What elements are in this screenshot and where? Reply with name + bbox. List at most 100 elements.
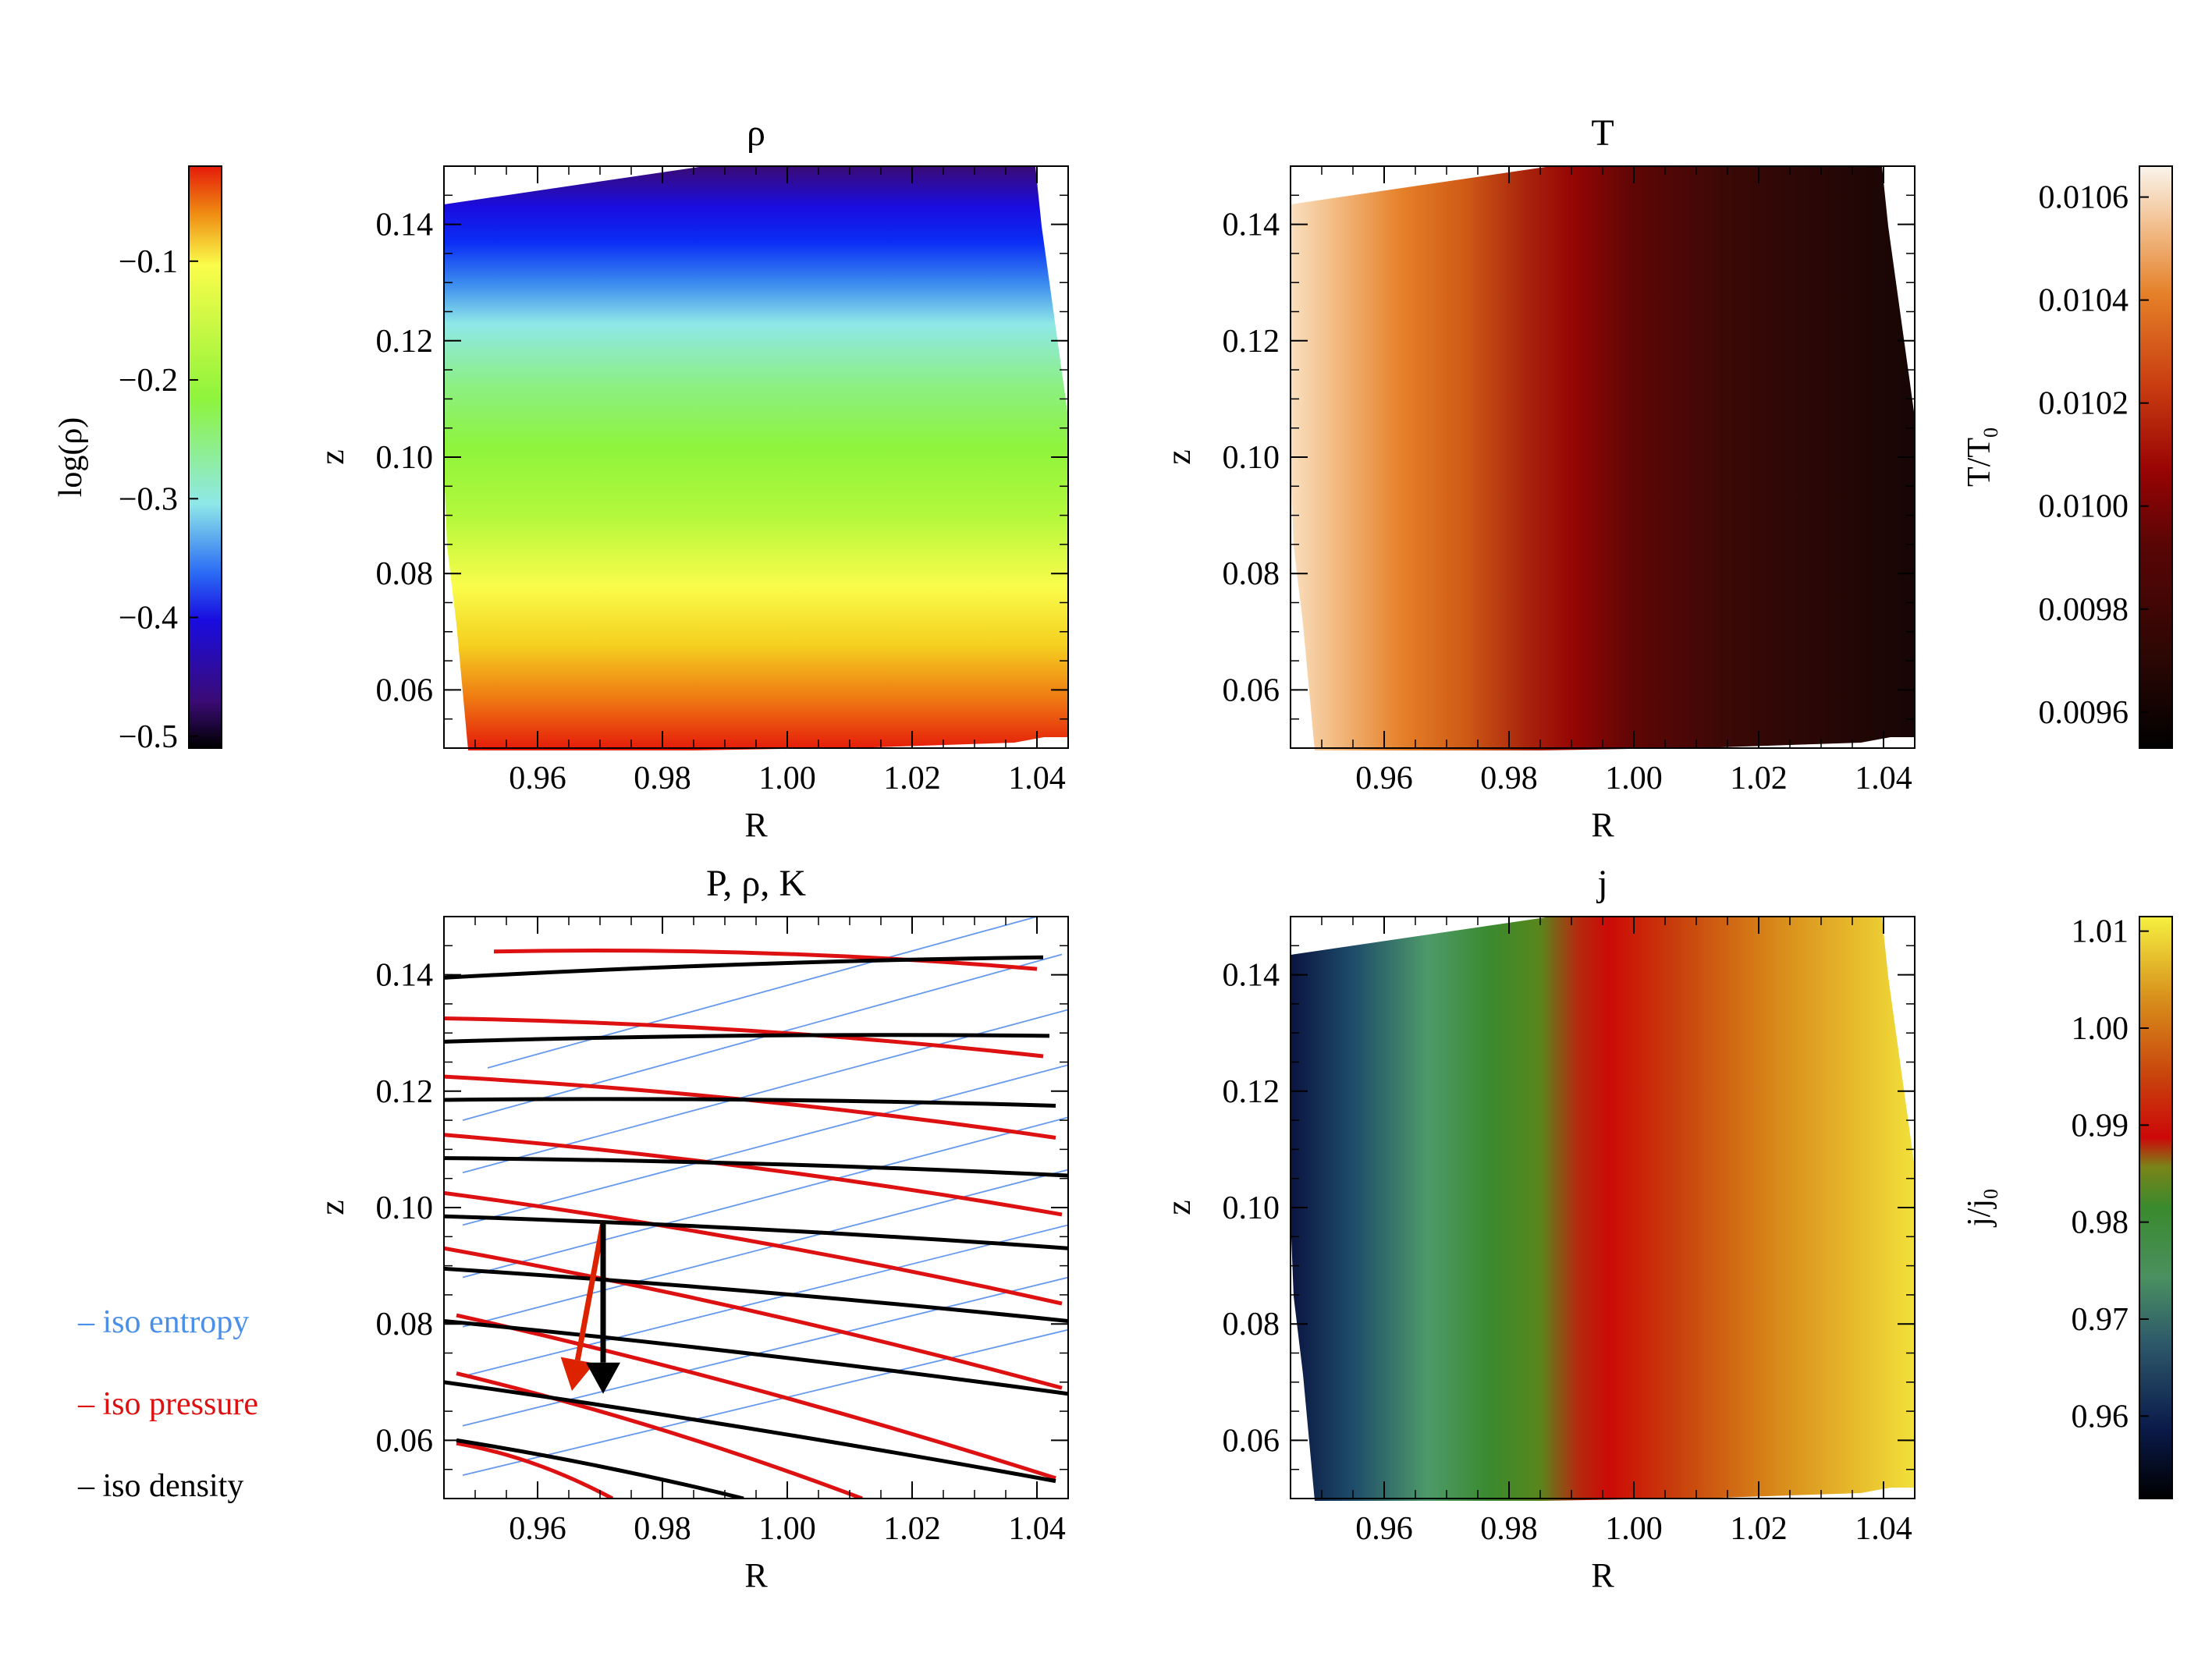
x-tick-label: 0.96 (509, 761, 566, 796)
x-tick-label: 1.04 (1855, 1511, 1912, 1547)
x-tick-label: 1.00 (758, 1511, 816, 1547)
density-gradient-arrow-head (586, 1362, 620, 1394)
iso-entropy-line (462, 1224, 1068, 1378)
iso-density-line (444, 1156, 1068, 1178)
x-tick-label: 1.04 (1855, 761, 1912, 796)
colorbar-tick-label: 0.0100 (2039, 489, 2129, 525)
x-tick-label: 0.98 (634, 1511, 691, 1547)
x-tick-label: 1.00 (1605, 761, 1663, 796)
T-heatmap (1291, 166, 1915, 750)
y-tick-label: 0.14 (376, 958, 434, 994)
y-tick-label: 0.06 (376, 672, 434, 708)
panel-contours: 0.96 0.98 1.00 1.02 1.04 0.06 0.08 0.10 0.12 0.14… (313, 863, 1069, 1594)
panel-title: ρ (747, 112, 765, 154)
x-tick-label: 0.98 (1480, 761, 1538, 796)
y-tick-label: 0.14 (1223, 208, 1280, 243)
panel-j: 0.96 0.98 1.00 1.02 1.04 0.06 0.08 0.10 0.12 0.14… (1159, 863, 1916, 1594)
colorbar-tick-label: −0.4 (119, 601, 178, 637)
iso-pressure-line (444, 1246, 1063, 1390)
legend-entry-iso-density: – iso density (77, 1468, 243, 1504)
axes: 0.96 0.98 1.00 1.02 1.04 0.06 0.08 0.10 0.12 0.14 (1223, 916, 1916, 1547)
panel-title: j (1596, 863, 1607, 904)
x-axis-label: R (744, 1556, 768, 1594)
panel-title: T (1591, 112, 1614, 154)
x-tick-label: 1.00 (1605, 1511, 1663, 1547)
y-axis-label: z (1159, 1200, 1198, 1215)
iso-entropy-line (462, 1116, 1068, 1279)
axes: 0.96 0.98 1.00 1.02 1.04 0.06 0.08 0.10 0.12 0.14 (376, 916, 1069, 1547)
iso-pressure-line (456, 1371, 863, 1499)
iso-density-line (444, 1318, 1068, 1396)
x-tick-label: 0.96 (1355, 761, 1413, 796)
x-tick-label: 1.04 (1008, 1511, 1066, 1547)
colorbar-tick-label: 0.99 (2072, 1108, 2129, 1144)
y-tick-label: 0.12 (376, 1074, 434, 1110)
y-tick-label: 0.10 (1223, 440, 1280, 476)
iso-density-line (444, 1214, 1068, 1250)
x-axis-label: R (744, 806, 768, 844)
x-tick-label: 0.98 (1480, 1511, 1538, 1547)
colorbar-tick-label: 0.0096 (2039, 695, 2129, 731)
iso-density-line (444, 955, 1044, 980)
axes: 0.96 0.98 1.00 1.02 1.04 0.06 0.08 0.10 0.12 0.14 (1223, 165, 1916, 796)
colorbar-tick-label: −0.3 (119, 481, 178, 517)
y-tick-label: 0.14 (376, 208, 434, 243)
iso-pressure-line (493, 948, 1038, 971)
iso-pressure-line (456, 1313, 1056, 1481)
y-tick-label: 0.12 (1223, 1074, 1280, 1110)
y-tick-label: 0.10 (376, 1190, 434, 1226)
colorbar-tick-label: 0.98 (2072, 1205, 2129, 1241)
pressure-gradient-arrow-shaft (574, 1222, 606, 1361)
iso-entropy-line (487, 917, 1038, 1069)
legend: – iso entropy – iso pressure – iso densi… (77, 1304, 258, 1504)
colorbar-label: j/j0 (1962, 1189, 2002, 1228)
colorbar-label: T/T0 (1962, 427, 2002, 487)
iso-pressure-line (444, 1190, 1063, 1306)
pressure-gradient-arrow-head (560, 1357, 595, 1391)
x-axis-label: R (1591, 1556, 1614, 1594)
legend-entry-iso-pressure: – iso pressure (77, 1386, 258, 1422)
colorbar-tick-label: 0.0098 (2039, 592, 2129, 628)
y-tick-label: 0.08 (376, 556, 434, 592)
panel-title: P, ρ, K (706, 863, 806, 904)
axes: 0.96 0.98 1.00 1.02 1.04 0.06 0.08 0.10 0.12 0.14 (376, 165, 1069, 796)
colorbar-tick-label: 0.0106 (2039, 180, 2129, 216)
colorbar-ticks: 1.01 1.00 0.99 0.98 0.97 0.96 (2072, 914, 2149, 1435)
iso-density-line (444, 1097, 1056, 1108)
contour-lines (444, 917, 1068, 1499)
x-tick-label: 1.02 (883, 1511, 941, 1547)
colorbar-tick-label: 0.0102 (2039, 386, 2129, 422)
y-tick-label: 0.08 (1223, 556, 1280, 592)
colorbar-tick-label: −0.1 (119, 244, 178, 280)
colorbar-tick-label: 0.96 (2072, 1399, 2129, 1435)
y-tick-label: 0.08 (1223, 1307, 1280, 1343)
y-tick-label: 0.10 (376, 440, 434, 476)
iso-pressure-line (444, 1133, 1063, 1217)
colorbar-ticks: 0.0106 0.0104 0.0102 0.0100 0.0098 0.0096 (2039, 180, 2149, 731)
iso-entropy-line (462, 1328, 1068, 1477)
iso-density-line (456, 1438, 744, 1499)
x-tick-label: 0.98 (634, 761, 691, 796)
colorbar-T: 0.0106 0.0104 0.0102 0.0100 0.0098 0.0096 T/T… (1962, 165, 2173, 749)
y-tick-label: 0.06 (376, 1423, 434, 1459)
x-axis-label: R (1591, 806, 1614, 844)
iso-pressure-line (456, 1441, 614, 1499)
colorbar-tick-label: −0.5 (119, 719, 178, 755)
panel-T: 0.96 0.98 1.00 1.02 1.04 0.06 0.08 0.10 0.12 0.14… (1159, 112, 1916, 844)
colorbar-tick-label: 1.01 (2072, 914, 2129, 950)
panel-rho: 0.96 0.98 1.00 1.02 1.04 0.06 0.08 0.10 0.12 0.14… (313, 112, 1069, 844)
colorbar-tick-label: 0.97 (2072, 1302, 2129, 1338)
y-tick-label: 0.06 (1223, 672, 1280, 708)
colorbar-gradient (188, 165, 222, 749)
y-axis-label: z (313, 1200, 351, 1215)
colorbar-tick-label: 1.00 (2072, 1011, 2129, 1047)
iso-pressure-line (444, 1016, 1044, 1059)
colorbar-j: 1.01 1.00 0.99 0.98 0.97 0.96 j/j0 (1962, 914, 2173, 1499)
colorbar-ticks: −0.1 −0.2 −0.3 −0.4 −0.5 (119, 244, 198, 755)
y-tick-label: 0.14 (1223, 958, 1280, 994)
colorbar-rho: −0.1 −0.2 −0.3 −0.4 −0.5 log(ρ) (53, 165, 222, 755)
y-tick-label: 0.10 (1223, 1190, 1280, 1226)
iso-density-line (444, 1380, 1056, 1484)
legend-entry-iso-entropy: – iso entropy (77, 1304, 249, 1340)
